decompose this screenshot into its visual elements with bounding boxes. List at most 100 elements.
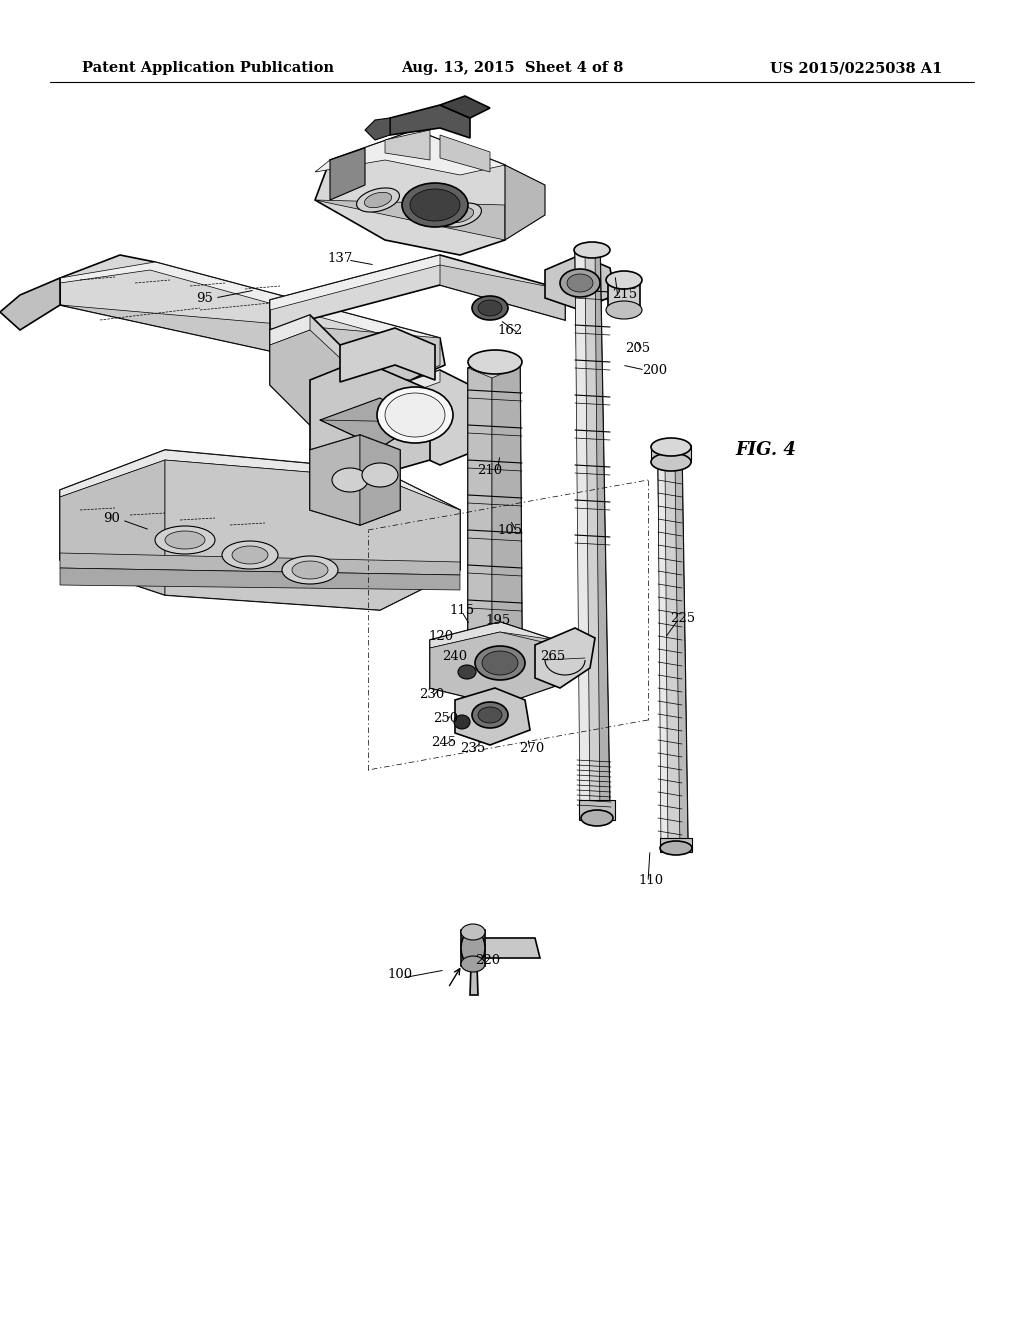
Ellipse shape bbox=[402, 183, 468, 227]
Ellipse shape bbox=[222, 541, 278, 569]
Text: 205: 205 bbox=[626, 342, 650, 355]
Ellipse shape bbox=[165, 531, 205, 549]
Ellipse shape bbox=[461, 924, 485, 940]
Ellipse shape bbox=[482, 651, 518, 675]
Polygon shape bbox=[60, 450, 460, 610]
Text: 240: 240 bbox=[442, 649, 468, 663]
Polygon shape bbox=[270, 255, 440, 310]
Polygon shape bbox=[315, 129, 505, 176]
Ellipse shape bbox=[454, 715, 470, 729]
Ellipse shape bbox=[282, 556, 338, 583]
Polygon shape bbox=[675, 459, 688, 850]
Polygon shape bbox=[385, 129, 430, 160]
Polygon shape bbox=[430, 622, 558, 705]
Text: 230: 230 bbox=[420, 689, 444, 701]
Text: 210: 210 bbox=[477, 463, 503, 477]
Ellipse shape bbox=[651, 438, 691, 455]
Polygon shape bbox=[430, 622, 555, 648]
Polygon shape bbox=[390, 106, 470, 139]
Text: 215: 215 bbox=[612, 289, 638, 301]
Ellipse shape bbox=[438, 203, 481, 227]
Polygon shape bbox=[315, 201, 505, 240]
Polygon shape bbox=[365, 117, 390, 140]
Text: 115: 115 bbox=[450, 603, 474, 616]
Ellipse shape bbox=[461, 956, 485, 972]
Polygon shape bbox=[658, 459, 688, 850]
Polygon shape bbox=[310, 436, 360, 525]
Ellipse shape bbox=[356, 187, 399, 213]
Polygon shape bbox=[60, 450, 460, 510]
Ellipse shape bbox=[385, 393, 445, 437]
Text: 137: 137 bbox=[328, 252, 352, 264]
Polygon shape bbox=[60, 305, 440, 380]
Text: 265: 265 bbox=[541, 649, 565, 663]
Polygon shape bbox=[658, 459, 668, 850]
Polygon shape bbox=[319, 399, 420, 447]
Polygon shape bbox=[468, 368, 492, 655]
Ellipse shape bbox=[472, 702, 508, 729]
Polygon shape bbox=[430, 632, 558, 705]
Polygon shape bbox=[545, 255, 615, 310]
Ellipse shape bbox=[478, 708, 502, 723]
Polygon shape bbox=[468, 355, 522, 655]
Ellipse shape bbox=[567, 275, 593, 292]
Ellipse shape bbox=[410, 189, 460, 220]
Ellipse shape bbox=[365, 193, 391, 207]
Polygon shape bbox=[505, 165, 545, 240]
Ellipse shape bbox=[478, 300, 502, 315]
Text: 250: 250 bbox=[433, 711, 459, 725]
Ellipse shape bbox=[660, 841, 692, 855]
Text: 100: 100 bbox=[387, 969, 413, 982]
Text: US 2015/0225038 A1: US 2015/0225038 A1 bbox=[770, 61, 942, 75]
Ellipse shape bbox=[292, 561, 328, 579]
Text: 225: 225 bbox=[671, 611, 695, 624]
Polygon shape bbox=[60, 459, 165, 595]
Text: 235: 235 bbox=[461, 742, 485, 755]
Polygon shape bbox=[340, 327, 435, 381]
Text: 245: 245 bbox=[431, 737, 457, 750]
Ellipse shape bbox=[468, 350, 522, 374]
Text: 220: 220 bbox=[475, 953, 501, 966]
Ellipse shape bbox=[155, 525, 215, 554]
Polygon shape bbox=[270, 315, 385, 459]
Polygon shape bbox=[440, 96, 490, 117]
Ellipse shape bbox=[560, 269, 600, 297]
Polygon shape bbox=[492, 366, 522, 655]
Polygon shape bbox=[330, 148, 365, 201]
Polygon shape bbox=[360, 436, 400, 525]
Text: 120: 120 bbox=[428, 630, 454, 643]
Ellipse shape bbox=[461, 931, 485, 966]
Polygon shape bbox=[165, 459, 460, 610]
Polygon shape bbox=[535, 628, 595, 688]
Polygon shape bbox=[385, 370, 490, 465]
Text: 90: 90 bbox=[103, 511, 121, 524]
Polygon shape bbox=[60, 261, 440, 342]
Ellipse shape bbox=[446, 207, 474, 223]
Text: 270: 270 bbox=[519, 742, 545, 755]
Polygon shape bbox=[470, 965, 478, 995]
Ellipse shape bbox=[581, 810, 613, 826]
Polygon shape bbox=[270, 255, 565, 330]
Polygon shape bbox=[461, 931, 485, 966]
Text: 105: 105 bbox=[498, 524, 522, 536]
Polygon shape bbox=[440, 135, 490, 172]
Text: 195: 195 bbox=[485, 614, 511, 627]
Polygon shape bbox=[60, 553, 460, 576]
Ellipse shape bbox=[606, 301, 642, 319]
Polygon shape bbox=[315, 129, 520, 255]
Polygon shape bbox=[579, 800, 615, 820]
Text: Patent Application Publication: Patent Application Publication bbox=[82, 61, 334, 75]
Text: 162: 162 bbox=[498, 323, 522, 337]
Polygon shape bbox=[60, 568, 460, 590]
Ellipse shape bbox=[574, 242, 610, 257]
Polygon shape bbox=[575, 248, 590, 820]
Polygon shape bbox=[310, 436, 400, 525]
Polygon shape bbox=[60, 255, 445, 380]
Ellipse shape bbox=[651, 453, 691, 471]
Polygon shape bbox=[575, 248, 610, 820]
Text: FIG. 4: FIG. 4 bbox=[735, 441, 796, 459]
Ellipse shape bbox=[377, 387, 453, 444]
Polygon shape bbox=[470, 939, 540, 958]
Ellipse shape bbox=[232, 546, 268, 564]
Polygon shape bbox=[440, 265, 565, 319]
